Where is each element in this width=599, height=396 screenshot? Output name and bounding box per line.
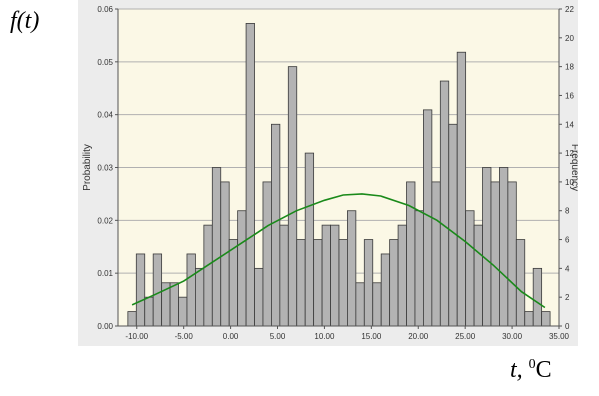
histogram-bar [178,296,188,327]
y2-tick-label: 4 [565,264,570,273]
histogram-bar [439,80,450,327]
histogram-bar [338,239,348,327]
y2-tick-label: 0 [565,322,570,331]
histogram-bar [363,239,374,327]
histogram-bar [313,239,323,327]
histogram-bar [254,267,264,327]
histogram-bar [330,224,340,327]
y-axis-label: Probability [82,144,93,191]
histogram-bar [380,253,391,327]
histogram-bar [245,23,255,327]
y2-tick-label: 16 [565,91,574,100]
chart-frame: 0.00 0.01 0.02 0.03 0.04 0.05 0.06 0 2 4 6 8 10 12 14 1… [78,0,580,346]
histogram-bar [211,167,222,327]
y-outer-label: f(t) [10,8,40,34]
histogram-bar [499,167,509,327]
y2-axis-label: Frequency [569,144,578,191]
histogram-bar [482,167,492,327]
x-tick-label: -5.00 [175,332,194,341]
axes: 0.00 0.01 0.02 0.03 0.04 0.05 0.06 0 2 4 6 8 10 12 14 1… [97,5,574,341]
x-tick-label: 35.00 [549,332,570,341]
curve-layer [131,193,546,309]
y-tick-label: 0.01 [97,269,113,278]
y-tick-label: 0.03 [97,164,113,173]
y2-tick-label: 8 [565,207,570,216]
x-tick-label: 20.00 [408,332,429,341]
y2-tick-label: 10 [565,178,574,187]
y-tick-label: 0.05 [97,58,113,67]
y2-tick-label: 22 [565,5,574,14]
y2-tick-label: 12 [565,149,574,158]
histogram-bar [169,282,179,327]
density-curve [131,193,546,309]
histogram-bar [532,267,543,327]
histogram-bar [144,296,154,327]
y2-tick-label: 20 [565,34,574,43]
histogram-bar [507,181,517,327]
histogram-bar [397,224,407,327]
histogram-bar [456,51,467,327]
histogram-bar [321,224,331,327]
bars [127,23,551,327]
x-tick-label: 5.00 [270,332,286,341]
x-tick-label: 0.00 [223,332,239,341]
x-tick-label: 15.00 [361,332,382,341]
histogram-bar [279,224,289,327]
y-tick-label: 0.02 [97,216,113,225]
histogram-bar [431,181,441,327]
histogram-bar [389,239,399,327]
histogram-bar [423,109,433,327]
histogram-bar [372,282,382,327]
x-tick-label: 10.00 [314,332,335,341]
histogram-chart: 0.00 0.01 0.02 0.03 0.04 0.05 0.06 0 2 4 6 8 10 12 14 1… [82,5,580,341]
histogram-bar [541,311,551,327]
histogram-bar [515,239,526,327]
histogram-bar [490,181,500,327]
y-tick-label: 0.06 [97,5,113,14]
x-tick-label: -10.00 [125,332,148,341]
histogram-bar [186,253,196,327]
histogram-bar [237,210,247,327]
histogram-bar [304,152,315,327]
x-outer-var: t, [510,357,523,383]
histogram-bar [228,239,239,327]
x-outer-label: t, 0C [510,357,552,384]
histogram-bar [152,253,163,327]
histogram-bar [465,210,475,327]
y-tick-label: 0.00 [97,322,113,331]
y-tick-label: 0.04 [97,111,113,120]
histogram-bar [347,210,357,327]
y2-tick-label: 2 [565,293,570,302]
histogram-bar [287,66,298,327]
x-tick-label: 30.00 [502,332,523,341]
x-tick-label: 25.00 [455,332,476,341]
y2-tick-label: 6 [565,236,570,245]
y2-tick-label: 14 [565,120,574,129]
histogram-bar [195,267,205,327]
histogram-bar [271,123,281,327]
histogram-bar [448,123,458,327]
x-outer-sup: 0 [528,357,536,372]
y2-tick-label: 18 [565,63,574,72]
histogram-bar [406,181,416,327]
histogram-bar [524,311,534,327]
histogram-bar [135,253,146,327]
histogram-bar [127,311,137,327]
histogram-bar [355,282,365,327]
histogram-bar [203,224,213,327]
histogram-bar [296,239,306,327]
histogram-bar [473,224,483,327]
x-outer-unit: C [535,357,552,383]
histogram-bar [414,210,424,327]
histogram-bar [262,181,272,327]
